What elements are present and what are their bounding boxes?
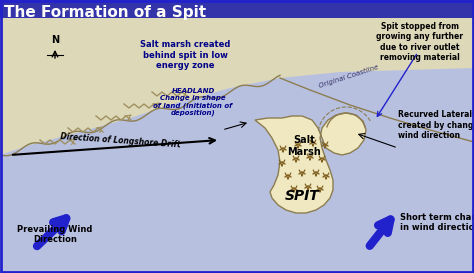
Text: The Formation of a Spit: The Formation of a Spit	[4, 5, 206, 20]
Polygon shape	[255, 113, 366, 213]
Bar	[0, 0, 474, 18]
Text: N: N	[51, 35, 59, 45]
Text: Spit stopped from
growing any further
due to river outlet
removing material: Spit stopped from growing any further du…	[376, 22, 464, 62]
Text: HEADLAND
Change in shape
of land (initiation of
deposition): HEADLAND Change in shape of land (initia…	[154, 88, 233, 117]
Polygon shape	[0, 18, 474, 155]
Text: Original Coastline: Original Coastline	[318, 64, 379, 89]
Text: Salt
Marsh: Salt Marsh	[287, 135, 321, 157]
Text: Prevailing Wind
Direction: Prevailing Wind Direction	[18, 225, 93, 244]
Text: Short term change
in wind direction: Short term change in wind direction	[400, 213, 474, 232]
Text: SPIT: SPIT	[284, 189, 319, 203]
Text: Direction of Longshore Drift: Direction of Longshore Drift	[60, 132, 181, 149]
Text: Recurved Laterals
created by change in
wind direction: Recurved Laterals created by change in w…	[398, 110, 474, 140]
Text: Salt marsh created
behind spit in low
energy zone: Salt marsh created behind spit in low en…	[140, 40, 230, 70]
